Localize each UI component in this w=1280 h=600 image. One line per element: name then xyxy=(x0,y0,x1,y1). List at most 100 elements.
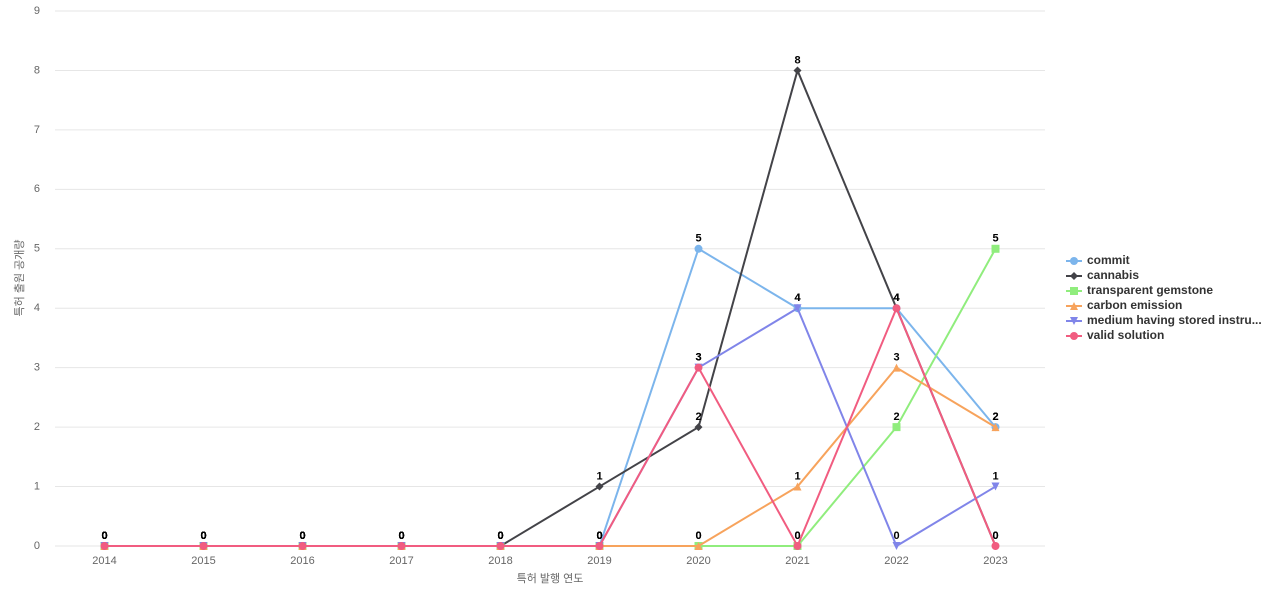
data-label: 0 xyxy=(497,530,503,542)
data-label: 0 xyxy=(101,530,107,542)
data-point xyxy=(892,363,901,372)
data-label: 3 xyxy=(893,352,899,364)
data-label: 1 xyxy=(992,470,998,482)
data-point xyxy=(892,423,901,432)
x-axis-title: 특허 발행 연도 xyxy=(517,572,584,585)
y-tick-label: 2 xyxy=(34,421,40,433)
data-label: 0 xyxy=(299,530,305,542)
data-point xyxy=(991,542,1000,550)
data-label: 0 xyxy=(893,530,899,542)
data-label: 0 xyxy=(398,530,404,542)
data-label: 4 xyxy=(893,292,900,304)
legend-label: cannabis xyxy=(1087,268,1139,282)
data-label: 3 xyxy=(695,352,701,364)
data-label: 0 xyxy=(596,530,602,542)
y-tick-label: 8 xyxy=(34,64,40,76)
data-label: 0 xyxy=(596,530,602,542)
data-label: 2 xyxy=(992,411,998,423)
data-point xyxy=(100,542,109,550)
data-label: 0 xyxy=(101,530,107,542)
y-tick-label: 1 xyxy=(34,480,40,492)
data-point xyxy=(991,482,1000,491)
data-label: 0 xyxy=(101,530,107,542)
data-point xyxy=(496,542,505,550)
data-label: 2 xyxy=(992,411,998,423)
data-label: 4 xyxy=(794,292,801,304)
series-line xyxy=(104,248,997,547)
data-label: 0 xyxy=(299,530,305,542)
data-label: 0 xyxy=(497,530,503,542)
data-label: 0 xyxy=(200,530,206,542)
data-label: 4 xyxy=(893,292,900,304)
data-label: 8 xyxy=(794,54,800,66)
legend-symbol xyxy=(1070,257,1078,265)
data-label: 0 xyxy=(992,530,998,542)
data-label: 0 xyxy=(992,530,998,542)
data-point xyxy=(892,542,901,550)
x-tick-label: 2016 xyxy=(290,555,314,567)
y-tick-label: 7 xyxy=(34,124,40,136)
series-line xyxy=(104,305,997,549)
x-tick-label: 2020 xyxy=(686,555,710,567)
data-point xyxy=(199,542,208,550)
x-tick-label: 2018 xyxy=(488,555,512,567)
x-tick-label: 2023 xyxy=(983,555,1007,567)
y-tick-label: 3 xyxy=(34,362,40,374)
data-point xyxy=(793,66,802,75)
data-label: 1 xyxy=(596,470,602,482)
data-label: 0 xyxy=(200,530,206,542)
data-label: 4 xyxy=(893,292,900,304)
data-label: 0 xyxy=(794,530,800,542)
data-label: 0 xyxy=(101,530,107,542)
data-label: 0 xyxy=(398,530,404,542)
data-label: 0 xyxy=(596,530,602,542)
data-point xyxy=(694,244,703,253)
x-tick-label: 2014 xyxy=(92,555,116,567)
series-line xyxy=(104,247,997,547)
data-label: 2 xyxy=(893,411,899,423)
data-label: 5 xyxy=(695,233,701,245)
legend-label: transparent gemstone xyxy=(1087,283,1213,297)
data-point xyxy=(793,542,802,550)
data-point xyxy=(793,482,802,491)
data-label: 0 xyxy=(299,530,305,542)
data-label: 0 xyxy=(200,530,206,542)
data-label: 4 xyxy=(794,292,801,304)
x-tick-label: 2015 xyxy=(191,555,215,567)
legend-symbol xyxy=(1070,332,1078,340)
data-label: 0 xyxy=(497,530,503,542)
legend-label: medium having stored instru... xyxy=(1087,313,1262,327)
data-label: 0 xyxy=(794,530,800,542)
legend-symbol xyxy=(1070,272,1078,280)
series-line xyxy=(104,366,997,547)
data-point xyxy=(694,423,703,432)
data-label: 0 xyxy=(398,530,404,542)
x-tick-label: 2017 xyxy=(389,555,413,567)
y-tick-label: 0 xyxy=(34,540,40,552)
data-label: 0 xyxy=(200,530,206,542)
legend-symbol xyxy=(1070,287,1078,295)
data-label: 0 xyxy=(695,530,701,542)
y-tick-label: 9 xyxy=(34,5,40,17)
x-tick-label: 2021 xyxy=(785,555,809,567)
data-label: 0 xyxy=(497,530,503,542)
data-label: 0 xyxy=(200,530,206,542)
data-point xyxy=(595,542,604,550)
legend-label: commit xyxy=(1087,253,1130,267)
legend-symbol xyxy=(1070,317,1078,325)
data-label: 0 xyxy=(497,530,503,542)
data-point xyxy=(892,304,901,313)
data-label: 0 xyxy=(497,530,503,542)
data-point xyxy=(694,542,703,550)
data-label: 5 xyxy=(992,233,998,245)
data-label: 0 xyxy=(398,530,404,542)
x-tick-label: 2019 xyxy=(587,555,611,567)
data-label: 0 xyxy=(200,530,206,542)
data-point xyxy=(595,482,604,491)
legend-label: valid solution xyxy=(1087,328,1164,342)
legend-label: carbon emission xyxy=(1087,298,1182,312)
data-label: 2 xyxy=(695,411,701,423)
data-label: 0 xyxy=(299,530,305,542)
data-label: 0 xyxy=(596,530,602,542)
